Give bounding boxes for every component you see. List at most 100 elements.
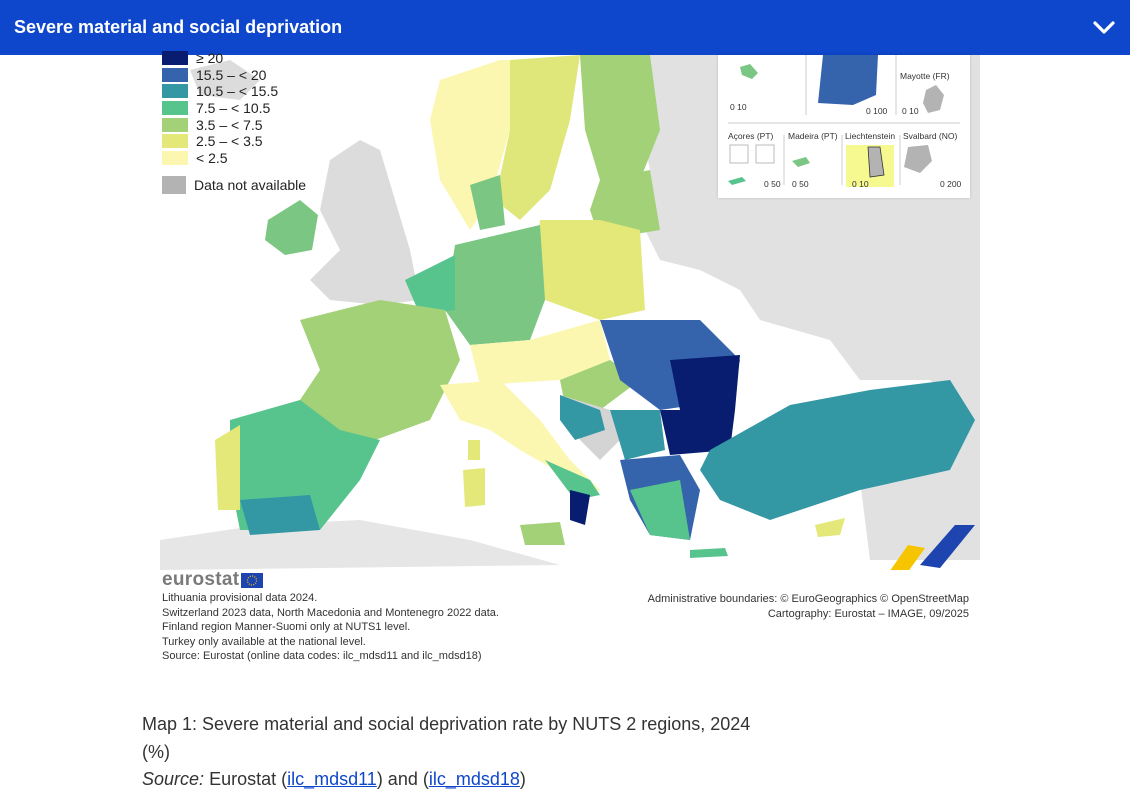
inset-scale: 0 10 xyxy=(852,179,869,189)
legend-item: 15.5 – < 20 xyxy=(162,67,306,84)
map-notes: eurostat Lithuania provisional data 2024… xyxy=(162,569,499,664)
legend-label: 3.5 – < 7.5 xyxy=(196,116,263,133)
eurostat-swoosh xyxy=(890,545,925,570)
austria-czechia xyxy=(470,320,610,385)
source-end: ) xyxy=(519,769,526,789)
note-line: Source: Eurostat (online data codes: ilc… xyxy=(162,650,482,663)
ireland xyxy=(265,200,318,255)
legend-label: 2.5 – < 3.5 xyxy=(196,133,263,150)
note-line: Turkey only available at the national le… xyxy=(162,635,366,648)
note-line: Switzerland 2023 data, North Macedonia a… xyxy=(162,606,499,619)
eu-flag-icon xyxy=(241,573,264,588)
denmark xyxy=(470,175,505,230)
legend-item: ≥ 20 xyxy=(162,50,306,67)
legend-label: 10.5 – < 15.5 xyxy=(196,83,279,100)
inset-maps-panel: Mayotte (FR) Açores (PT) Madeira (PT) Li… xyxy=(718,55,970,198)
inset-label: Açores (PT) xyxy=(728,131,774,141)
romania-ne xyxy=(670,355,740,410)
sweden xyxy=(495,55,580,220)
link-ilc-mdsd18[interactable]: ilc_mdsd18 xyxy=(428,769,520,789)
legend-swatch xyxy=(162,117,188,132)
legend-label-na: Data not available xyxy=(194,177,307,194)
source-text: Eurostat ( xyxy=(209,769,288,789)
benelux xyxy=(405,255,455,315)
inset-liechtenstein xyxy=(867,146,885,178)
legend-swatch xyxy=(162,101,188,116)
credit-line: Cartography: Eurostat – IMAGE, 09/2025 xyxy=(767,607,969,620)
bulgaria xyxy=(660,410,735,455)
link-ilc-mdsd11[interactable]: ilc_mdsd11 xyxy=(287,769,377,789)
germany xyxy=(445,225,545,345)
legend-swatch-na xyxy=(162,176,186,195)
inset-guyane xyxy=(818,55,878,105)
legend-item-na: Data not available xyxy=(162,176,307,195)
corsica xyxy=(468,440,480,460)
inset-label: Madeira (PT) xyxy=(788,131,838,141)
portugal xyxy=(215,425,240,510)
inset-scale: 0 100 xyxy=(866,106,888,116)
map-caption: Map 1: Severe material and social depriv… xyxy=(142,711,750,794)
serbia xyxy=(610,410,665,460)
map-credits: Administrative boundaries: © EuroGeograp… xyxy=(648,592,969,621)
poland xyxy=(535,220,645,320)
legend-label: ≥ 20 xyxy=(196,50,224,67)
cyprus xyxy=(815,518,845,537)
caption-title: Map 1: Severe material and social depriv… xyxy=(142,714,751,734)
inset-label: Svalbard (NO) xyxy=(903,131,958,141)
inset-mayotte xyxy=(923,85,944,113)
inset-maps xyxy=(728,55,960,187)
chevron-down-icon[interactable] xyxy=(1092,16,1116,40)
iceland-land xyxy=(190,60,260,100)
caption-unit: (%) xyxy=(142,741,170,762)
crete xyxy=(690,548,728,558)
legend-item: 10.5 – < 15.5 xyxy=(162,83,306,100)
uk-land xyxy=(310,140,420,305)
legend-item: < 2.5 xyxy=(162,150,306,167)
note-line: Lithuania provisional data 2024. xyxy=(162,592,318,604)
inset-label: Mayotte (FR) xyxy=(900,71,950,81)
finland xyxy=(580,55,660,180)
legend-swatch xyxy=(162,67,188,82)
legend-label: 15.5 – < 20 xyxy=(196,66,267,83)
legend-item: 3.5 – < 7.5 xyxy=(162,116,306,133)
section-title: Severe material and social deprivation xyxy=(14,17,343,37)
inset-scale: 0 200 xyxy=(940,179,962,189)
source-label: Source: xyxy=(142,769,205,789)
greece-south xyxy=(630,480,690,540)
inset-svalbard xyxy=(904,145,932,173)
legend-swatch xyxy=(162,134,188,149)
france xyxy=(300,300,460,440)
inset-malta xyxy=(740,64,758,79)
croatia xyxy=(560,395,605,440)
note-line: Finland region Manner-Suomi only at NUTS… xyxy=(162,621,411,634)
logo-text: eurostat xyxy=(162,569,240,591)
eurostat-swoosh-blue xyxy=(920,525,975,568)
legend-label: 7.5 – < 10.5 xyxy=(196,100,271,117)
eurostat-logo: eurostat xyxy=(162,569,499,591)
caption-source: Source: Eurostat (ilc_mdsd11) and (ilc_m… xyxy=(142,766,750,794)
inset-scale: 0 10 xyxy=(730,102,747,112)
sardinia xyxy=(463,468,485,507)
legend-swatch xyxy=(162,51,188,66)
legend-swatch xyxy=(162,84,188,99)
source-mid: ) and ( xyxy=(376,769,429,789)
sicily xyxy=(520,522,565,545)
spain xyxy=(230,400,380,530)
inset-scale: 0 50 xyxy=(792,179,809,189)
legend-swatch xyxy=(162,150,188,165)
legend-item: 7.5 – < 10.5 xyxy=(162,100,306,117)
legend-label: < 2.5 xyxy=(196,149,228,166)
inset-label: Liechtenstein xyxy=(845,131,896,141)
legend-item: 2.5 – < 3.5 xyxy=(162,133,306,150)
map-legend: ≥ 20 15.5 – < 20 10.5 – < 15.5 7.5 – < 1… xyxy=(162,50,307,195)
inset-azores xyxy=(728,177,746,185)
andalucia xyxy=(240,495,320,535)
inset-scale: 0 10 xyxy=(902,106,919,116)
southern-italy xyxy=(545,460,600,500)
section-header[interactable]: Severe material and social deprivation xyxy=(0,0,1130,55)
turkey xyxy=(700,380,975,520)
inset-madeira xyxy=(792,157,810,167)
credit-line: Administrative boundaries: © EuroGeograp… xyxy=(647,593,969,605)
calabria xyxy=(570,490,590,525)
inset-scale: 0 50 xyxy=(764,179,781,189)
